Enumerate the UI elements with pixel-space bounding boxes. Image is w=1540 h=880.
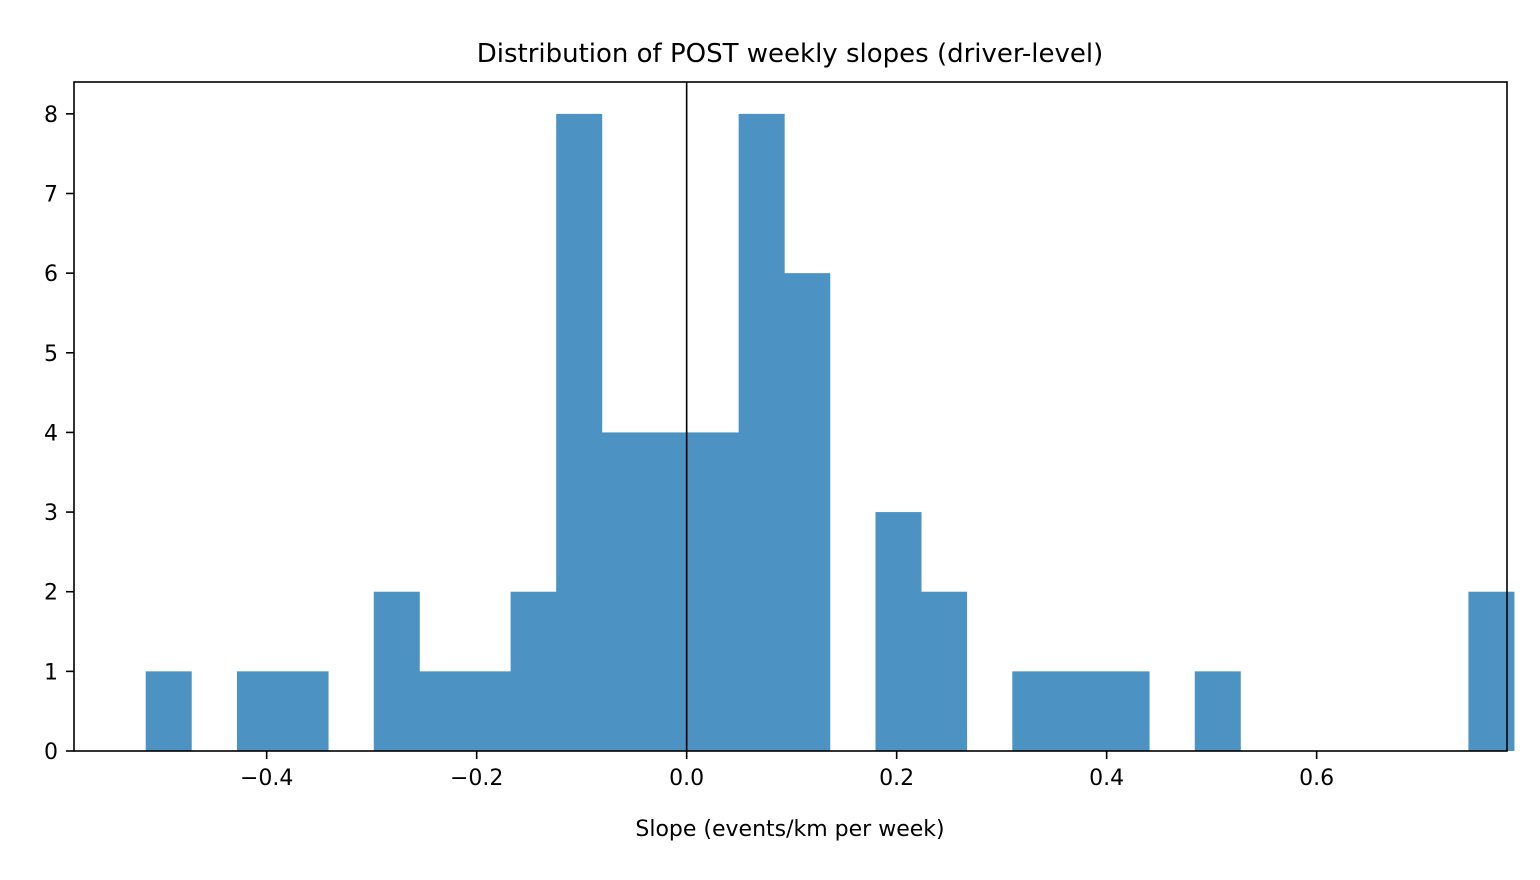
y-tick-label: 6 (44, 262, 58, 287)
x-tick-label: 0.6 (1299, 766, 1334, 791)
x-axis-ticks: −0.4 −0.2 0.0 0.2 0.4 0.6 (240, 751, 1334, 791)
histogram-bar (875, 512, 922, 751)
y-tick-label: 1 (44, 660, 58, 685)
y-tick-label: 4 (44, 421, 58, 446)
x-tick-label: −0.2 (450, 766, 503, 791)
x-tick-label: 0.2 (879, 766, 914, 791)
histogram-bar (419, 671, 466, 751)
histogram-bar (282, 671, 329, 751)
y-tick-label: 5 (44, 342, 58, 367)
plot-frame (73, 81, 1508, 752)
histogram-bar (236, 671, 283, 751)
histogram-bar (647, 432, 694, 751)
histogram-bar (464, 671, 511, 751)
histogram-bar (510, 591, 557, 751)
histogram-bar (601, 432, 648, 751)
bars-group (145, 113, 1515, 752)
histogram-bar (1194, 671, 1241, 751)
histogram-bar (373, 591, 420, 751)
histogram-bar (145, 671, 192, 751)
x-axis-label: Slope (events/km per week) (635, 817, 944, 842)
histogram-bar (738, 113, 785, 752)
y-tick-label: 0 (44, 740, 58, 765)
histogram-bar (784, 273, 831, 751)
histogram-bar (556, 113, 603, 752)
y-tick-label: 2 (44, 581, 58, 606)
histogram-bar (1012, 671, 1059, 751)
y-tick-label: 8 (44, 103, 58, 128)
y-axis-ticks: 0 1 2 3 4 5 6 7 8 (44, 103, 74, 765)
y-tick-label: 7 (44, 183, 58, 208)
chart-title: Distribution of POST weekly slopes (driv… (477, 39, 1104, 69)
histogram-bar (1057, 671, 1104, 751)
histogram-bar (693, 432, 740, 751)
x-tick-label: 0.0 (669, 766, 704, 791)
histogram-bar (921, 591, 968, 751)
y-tick-label: 3 (44, 501, 58, 526)
x-tick-label: 0.4 (1089, 766, 1124, 791)
x-tick-label: −0.4 (240, 766, 293, 791)
histogram-bar (1103, 671, 1150, 751)
